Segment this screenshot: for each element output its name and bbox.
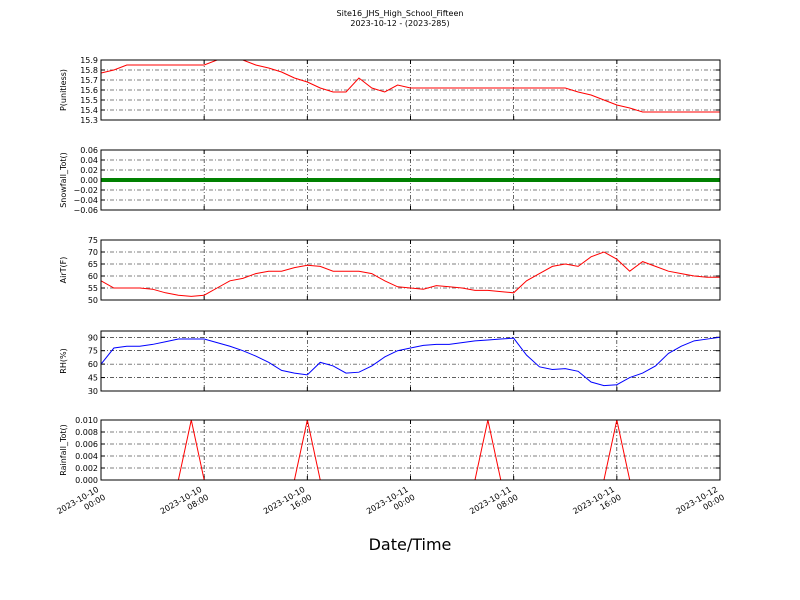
y-tick-label: 0.02 [80, 166, 98, 175]
y-tick-label: 55 [88, 284, 98, 293]
y-tick-label: 50 [88, 296, 98, 305]
y-tick-label: 0.006 [75, 440, 98, 449]
x-axis-label: Date/Time [369, 535, 452, 554]
data-line [101, 336, 720, 387]
y-tick-label: 30 [88, 387, 98, 396]
y-tick-label: 0.000 [75, 476, 98, 485]
y-tick-label: 60 [88, 272, 98, 281]
y-tick-label: 45 [88, 374, 98, 383]
y-tick-label: 75 [88, 236, 98, 245]
y-axis-label: RH(%) [59, 348, 68, 373]
y-tick-label: 60 [88, 360, 98, 369]
y-tick-label: 15.5 [80, 96, 98, 105]
plot-frame [100, 149, 721, 211]
chart-title: Site16_JHS_High_School_Fifteen [337, 9, 464, 18]
y-tick-label: 15.8 [80, 66, 98, 75]
data-line [101, 251, 720, 297]
y-tick-label: 65 [88, 260, 98, 269]
chart-subtitle: 2023-10-12 - (2023-285) [350, 19, 449, 28]
y-axis-label: Rainfall_Tot() [59, 424, 68, 476]
y-tick-label: −0.04 [73, 196, 98, 205]
plot-frame [100, 330, 721, 392]
plot-frame [100, 419, 721, 481]
y-tick-label: 15.4 [80, 106, 98, 115]
y-tick-label: 0.004 [75, 452, 98, 461]
y-axis-label: AirT(F) [59, 257, 68, 284]
y-axis-label: P(unitless) [59, 69, 68, 111]
data-line [101, 60, 720, 113]
y-tick-label: 0.008 [75, 428, 98, 437]
plot-area [101, 251, 720, 297]
y-tick-label: 15.6 [80, 86, 98, 95]
y-tick-label: 15.9 [80, 56, 98, 65]
y-tick-label: 0.002 [75, 464, 98, 473]
plot-frame [100, 59, 721, 121]
y-tick-label: 70 [88, 248, 98, 257]
y-tick-label: 0.010 [75, 416, 98, 425]
y-tick-label: 15.3 [80, 116, 98, 125]
plot-frame [100, 239, 721, 301]
y-tick-label: 0.06 [80, 146, 98, 155]
y-tick-label: 0.04 [80, 156, 98, 165]
plot-area [101, 336, 720, 387]
y-tick-label: −0.02 [73, 186, 98, 195]
y-tick-label: 15.7 [80, 76, 98, 85]
y-tick-label: 90 [88, 333, 98, 342]
plot-area [101, 60, 720, 113]
y-axis-label: Snowfall_Tot() [59, 152, 68, 208]
y-tick-label: 75 [88, 347, 98, 356]
y-tick-label: −0.06 [73, 206, 98, 215]
y-tick-label: 0.00 [80, 176, 98, 185]
